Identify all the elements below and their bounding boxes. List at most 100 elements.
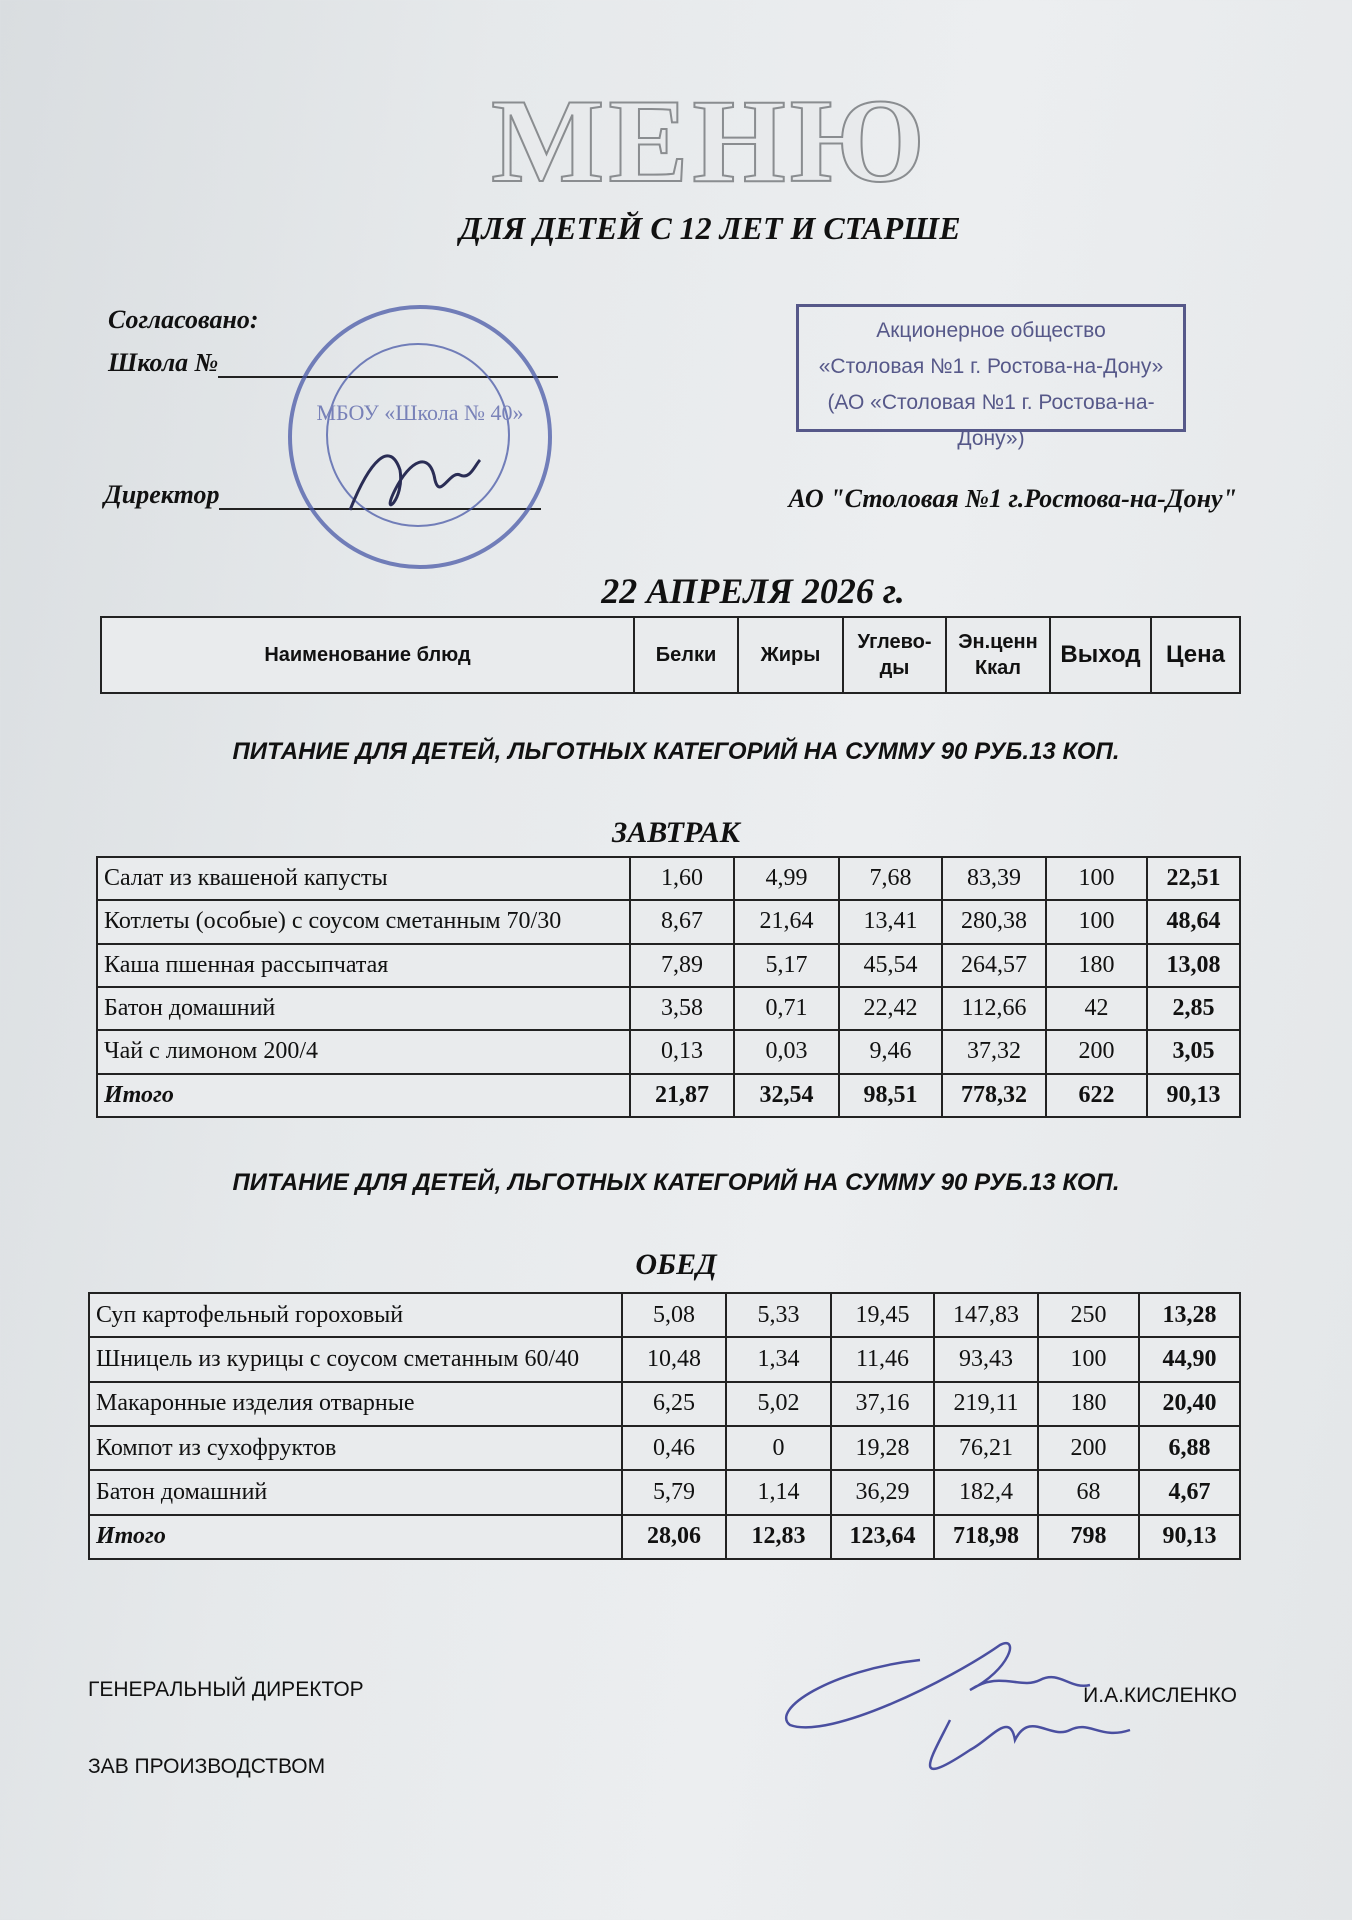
energy-cell: 264,57	[941, 942, 1047, 988]
fat-cell: 0	[725, 1424, 832, 1472]
protein-cell: 21,87	[629, 1072, 735, 1119]
energy-cell: 182,4	[933, 1469, 1039, 1516]
agreed-label: Согласовано:	[108, 305, 259, 334]
price-cell: 48,64	[1146, 899, 1241, 945]
price-cell: 3,05	[1146, 1029, 1241, 1075]
col-yield: Выход	[1049, 616, 1152, 694]
energy-cell: 280,38	[941, 899, 1047, 945]
section-note-breakfast: ПИТАНИЕ ДЛЯ ДЕТЕЙ, ЛЬГОТНЫХ КАТЕГОРИЙ НА…	[232, 738, 1120, 765]
company-name: АО "Столовая №1 г.Ростова-на-Дону"	[788, 484, 1237, 513]
menu-title: МЕНЮ	[490, 73, 929, 208]
fat-cell: 5,17	[733, 942, 840, 988]
price-cell: 90,13	[1146, 1072, 1241, 1119]
protein-cell: 1,60	[629, 855, 735, 902]
yield-cell: 180	[1045, 942, 1148, 988]
dish-name-cell: Чай с лимоном 200/4	[96, 1029, 631, 1075]
carbs-cell: 22,42	[838, 985, 943, 1032]
table-row: Котлеты (особые) с соусом сметанным 70/3…	[96, 899, 1241, 945]
price-cell: 13,08	[1146, 942, 1241, 988]
total-row: Итого 28,06 12,83 123,64 718,98 798 90,13	[88, 1513, 1241, 1561]
table-row: Каша пшенная рассыпчатая 7,89 5,17 45,54 264…	[96, 942, 1241, 988]
dish-name-cell: Итого	[96, 1072, 631, 1119]
col-protein: Белки	[633, 616, 739, 694]
energy-cell: 718,98	[933, 1513, 1039, 1561]
lunch-table: Суп картофельный гороховый 5,08 5,33 19,45 1…	[88, 1291, 1241, 1561]
price-cell: 6,88	[1138, 1424, 1241, 1472]
price-cell: 4,67	[1138, 1469, 1241, 1516]
carbs-cell: 37,16	[830, 1380, 935, 1427]
dish-name-cell: Суп картофельный гороховый	[88, 1291, 623, 1339]
table-row: Суп картофельный гороховый 5,08 5,33 19,45 1…	[88, 1291, 1241, 1339]
fat-cell: 5,02	[725, 1380, 832, 1427]
energy-cell: 112,66	[941, 985, 1047, 1032]
total-row: Итого 21,87 32,54 98,51 778,32 622 90,13	[96, 1072, 1241, 1119]
dish-name-cell: Каша пшенная рассыпчатая	[96, 942, 631, 988]
price-cell: 22,51	[1146, 855, 1241, 902]
fat-cell: 1,14	[725, 1469, 832, 1516]
price-cell: 44,90	[1138, 1336, 1241, 1383]
yield-cell: 622	[1045, 1072, 1148, 1119]
col-energy: Эн.ценн Ккал	[945, 616, 1051, 694]
director-name: И.А.КИСЛЕНКО	[1083, 1684, 1237, 1707]
fat-cell: 1,34	[725, 1336, 832, 1383]
fat-cell: 0,71	[733, 985, 840, 1032]
director-signature	[348, 454, 482, 511]
energy-cell: 147,83	[933, 1291, 1039, 1339]
price-cell: 2,85	[1146, 985, 1241, 1032]
dish-name-cell: Макаронные изделия отварные	[88, 1380, 623, 1427]
dish-name-cell: Итого	[88, 1513, 623, 1561]
production-head-label: ЗАВ ПРОИЗВОДСТВОМ	[88, 1755, 326, 1778]
dish-name-cell: Шницель из курицы с соусом сметанным 60/…	[88, 1336, 623, 1383]
yield-cell: 798	[1037, 1513, 1140, 1561]
protein-cell: 10,48	[621, 1336, 727, 1383]
carbs-cell: 9,46	[838, 1029, 943, 1075]
menu-subtitle: ДЛЯ ДЕТЕЙ С 12 ЛЕТ И СТАРШЕ	[459, 210, 961, 246]
table-row: Шницель из курицы с соусом сметанным 60/…	[88, 1336, 1241, 1383]
fat-cell: 4,99	[733, 855, 840, 902]
carbs-cell: 7,68	[838, 855, 943, 902]
dish-name-cell: Салат из квашеной капусты	[96, 855, 631, 902]
carbs-cell: 123,64	[830, 1513, 935, 1561]
yield-cell: 250	[1037, 1291, 1140, 1339]
round-school-stamp: МБОУ «Школа № 40»	[288, 305, 552, 569]
yield-cell: 180	[1037, 1380, 1140, 1427]
col-fat: Жиры	[737, 616, 844, 694]
fat-cell: 5,33	[725, 1291, 832, 1339]
price-cell: 20,40	[1138, 1380, 1241, 1427]
table-row: Салат из квашеной капусты 1,60 4,99 7,68 83,…	[96, 855, 1241, 902]
energy-cell: 219,11	[933, 1380, 1039, 1427]
carbs-cell: 36,29	[830, 1469, 935, 1516]
table-row: Батон домашний 3,58 0,71 22,42 112,66 42 2,85	[96, 985, 1241, 1032]
table-row: Чай с лимоном 200/4 0,13 0,03 9,46 37,32 200 3…	[96, 1029, 1241, 1075]
protein-cell: 28,06	[621, 1513, 727, 1561]
yield-cell: 68	[1037, 1469, 1140, 1516]
protein-cell: 8,67	[629, 899, 735, 945]
carbs-cell: 45,54	[838, 942, 943, 988]
col-name: Наименование блюд	[100, 616, 635, 694]
school-label: Школа №	[108, 348, 219, 377]
energy-cell: 76,21	[933, 1424, 1039, 1472]
yield-cell: 200	[1045, 1029, 1148, 1075]
table-row: Компот из сухофруктов 0,46 0 19,28 76,21 200 6…	[88, 1424, 1241, 1472]
meal-title-lunch: ОБЕД	[635, 1248, 717, 1281]
yield-cell: 100	[1045, 899, 1148, 945]
protein-cell: 3,58	[629, 985, 735, 1032]
yield-cell: 100	[1037, 1336, 1140, 1383]
table-row: Макаронные изделия отварные 6,25 5,02 37,16…	[88, 1380, 1241, 1427]
energy-cell: 83,39	[941, 855, 1047, 902]
general-director-signature	[784, 1642, 1131, 1771]
carbs-cell: 11,46	[830, 1336, 935, 1383]
column-header-table: Наименование блюд Белки Жиры Углево-ды Э…	[100, 616, 1241, 694]
protein-cell: 5,08	[621, 1291, 727, 1339]
energy-cell: 778,32	[941, 1072, 1047, 1119]
company-stamp: Акционерное общество «Столовая №1 г. Рос…	[796, 304, 1186, 450]
protein-cell: 0,13	[629, 1029, 735, 1075]
protein-cell: 0,46	[621, 1424, 727, 1472]
col-price: Цена	[1150, 616, 1241, 694]
fat-cell: 21,64	[733, 899, 840, 945]
dish-name-cell: Батон домашний	[88, 1469, 623, 1516]
menu-date: 22 АПРЕЛЯ 2026 г.	[601, 571, 905, 611]
yield-cell: 42	[1045, 985, 1148, 1032]
carbs-cell: 13,41	[838, 899, 943, 945]
fat-cell: 32,54	[733, 1072, 840, 1119]
